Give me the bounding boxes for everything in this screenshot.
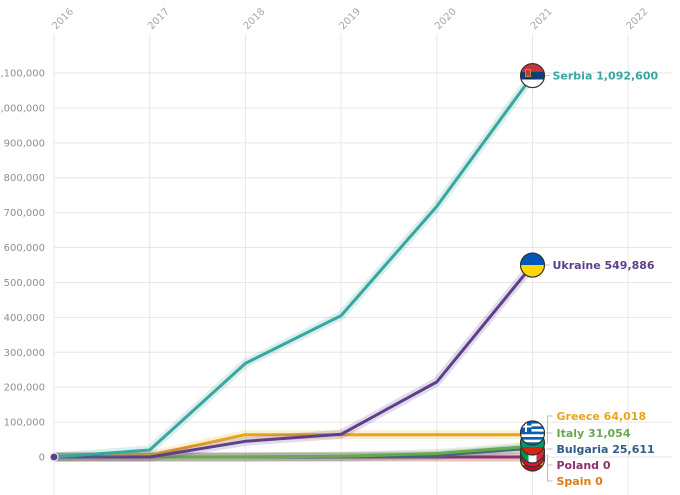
flag-stripe xyxy=(520,63,545,72)
series-layer xyxy=(49,71,537,462)
x-tick-label: 2016 xyxy=(50,6,76,32)
grid-layer xyxy=(53,34,672,495)
ukraine-flag-icon xyxy=(519,252,546,278)
x-tick-label: 2022 xyxy=(625,6,651,32)
end-label-serbia: Serbia 1,092,600 xyxy=(553,70,659,83)
x-tick-label: 2020 xyxy=(433,6,459,32)
end-label-spain: Spain 0 xyxy=(557,475,604,488)
flag-border xyxy=(519,62,546,89)
end-label-italy: Italy 31,054 xyxy=(557,427,631,440)
y-tick-label: 0 xyxy=(39,453,45,464)
label-connector xyxy=(546,415,553,434)
flag-stripe xyxy=(520,447,545,455)
y-tick-label: 900,000 xyxy=(4,138,45,149)
flag-cross xyxy=(520,425,532,428)
end-label-ukraine: Ukraine 549,886 xyxy=(553,259,655,272)
y-tick-label: 200,000 xyxy=(4,383,45,394)
greece-flag-icon xyxy=(519,420,546,446)
y-tick-label: 700,000 xyxy=(4,208,45,219)
flag-body xyxy=(520,253,545,278)
flag-emblem xyxy=(525,69,531,77)
x-tick-label: 2018 xyxy=(242,6,268,32)
flag-stripe xyxy=(520,429,545,432)
label-connector xyxy=(546,458,553,482)
series-line xyxy=(52,263,534,459)
flag-stripe xyxy=(520,265,545,278)
x-tick-label: 2017 xyxy=(146,6,172,32)
flag-stripe xyxy=(520,434,545,437)
serbia-flag-icon xyxy=(519,62,546,89)
end-label-poland: Poland 0 xyxy=(557,459,611,472)
flag-stripe xyxy=(520,421,545,424)
series-halo xyxy=(49,71,537,462)
label-layer: Serbia 1,092,600 Ukraine 549,886 Greece 64… xyxy=(545,70,659,488)
flag-stripe xyxy=(520,79,545,88)
y-tick-label: 300,000 xyxy=(4,348,45,359)
y-tick-label: 400,000 xyxy=(4,313,45,324)
label-connector xyxy=(546,432,553,444)
flag-stripe xyxy=(520,423,545,427)
flag-border xyxy=(519,252,546,278)
flag-border xyxy=(519,420,546,446)
y-tick-label: 100,000 xyxy=(4,418,45,429)
series-start-point xyxy=(49,452,59,462)
flag-stripe xyxy=(520,253,545,266)
x-tick-label: 2021 xyxy=(529,6,555,32)
flag-body xyxy=(520,63,545,88)
series-line xyxy=(52,74,534,459)
flag-stripe xyxy=(520,437,545,440)
y-tick-label: 800,000 xyxy=(4,173,45,184)
flag-stripe xyxy=(520,465,545,471)
x-tick-label: 2019 xyxy=(337,6,363,32)
flag-stripe xyxy=(520,431,545,435)
flag-stripe xyxy=(520,71,545,80)
y-tick-label: 1,000,000 xyxy=(0,103,45,114)
series-halo xyxy=(49,260,537,462)
flag-layer xyxy=(519,62,546,472)
flag-stripe xyxy=(520,442,545,445)
flag-stripe xyxy=(520,426,545,429)
y-tick-label: 1,100,000 xyxy=(0,69,45,80)
y-tick-label: 600,000 xyxy=(4,243,45,254)
flag-stripe xyxy=(520,439,545,443)
end-label-greece: Greece 64,018 xyxy=(557,410,647,423)
end-label-bulgaria: Bulgaria 25,611 xyxy=(557,443,655,456)
flag-body xyxy=(520,421,545,445)
y-tick-label: 500,000 xyxy=(4,278,45,289)
